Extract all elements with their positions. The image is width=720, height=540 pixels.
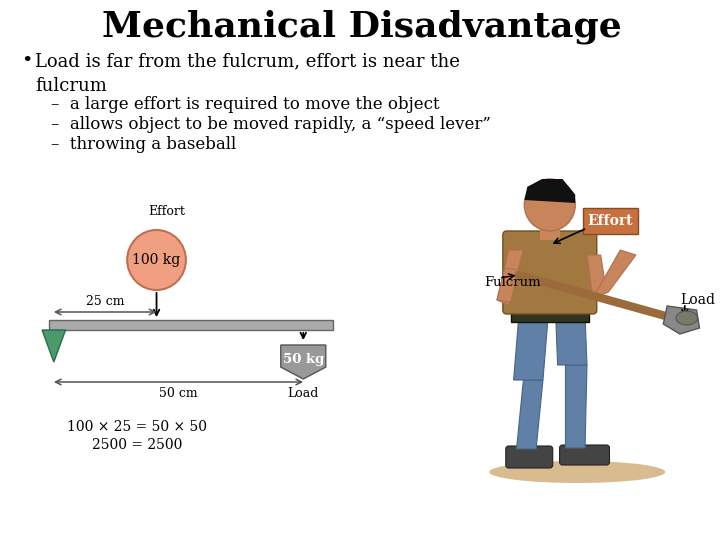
Polygon shape bbox=[497, 268, 518, 302]
Text: Effort: Effort bbox=[588, 214, 633, 228]
Text: –  throwing a baseball: – throwing a baseball bbox=[51, 136, 236, 153]
Polygon shape bbox=[556, 315, 587, 365]
Text: Load: Load bbox=[680, 293, 715, 307]
Polygon shape bbox=[663, 306, 700, 334]
Text: •: • bbox=[22, 52, 33, 70]
Circle shape bbox=[524, 179, 575, 231]
FancyBboxPatch shape bbox=[505, 446, 553, 468]
Text: 50 cm: 50 cm bbox=[159, 387, 198, 400]
Polygon shape bbox=[565, 365, 587, 448]
Polygon shape bbox=[516, 380, 543, 449]
FancyBboxPatch shape bbox=[583, 208, 638, 234]
Text: Load: Load bbox=[287, 387, 319, 400]
Polygon shape bbox=[281, 345, 325, 379]
Ellipse shape bbox=[676, 311, 698, 325]
Polygon shape bbox=[42, 330, 66, 362]
Text: –  a large effort is required to move the object: – a large effort is required to move the… bbox=[51, 96, 439, 113]
Circle shape bbox=[127, 230, 186, 290]
Text: –  allows object to be moved rapidly, a “speed lever”: – allows object to be moved rapidly, a “… bbox=[51, 116, 491, 133]
Text: Mechanical Disadvantage: Mechanical Disadvantage bbox=[102, 10, 622, 44]
FancyBboxPatch shape bbox=[559, 445, 610, 465]
Polygon shape bbox=[593, 250, 636, 298]
Bar bbox=[49, 320, 333, 330]
Bar bbox=[510, 310, 589, 322]
Text: 2500 = 2500: 2500 = 2500 bbox=[91, 438, 182, 452]
Polygon shape bbox=[587, 255, 606, 298]
FancyBboxPatch shape bbox=[503, 231, 597, 314]
Polygon shape bbox=[497, 250, 523, 305]
Text: 100 × 25 = 50 × 50: 100 × 25 = 50 × 50 bbox=[67, 420, 207, 434]
Text: 25 cm: 25 cm bbox=[86, 295, 125, 308]
Text: 100 kg: 100 kg bbox=[132, 253, 181, 267]
Text: Effort: Effort bbox=[148, 205, 185, 218]
Polygon shape bbox=[524, 179, 575, 203]
Polygon shape bbox=[513, 320, 548, 380]
Text: Fulcrum: Fulcrum bbox=[485, 275, 541, 288]
Text: 50 kg: 50 kg bbox=[283, 353, 324, 366]
Bar bbox=[540, 222, 559, 240]
Ellipse shape bbox=[489, 461, 665, 483]
Text: Load is far from the fulcrum, effort is near the
fulcrum: Load is far from the fulcrum, effort is … bbox=[35, 52, 460, 95]
